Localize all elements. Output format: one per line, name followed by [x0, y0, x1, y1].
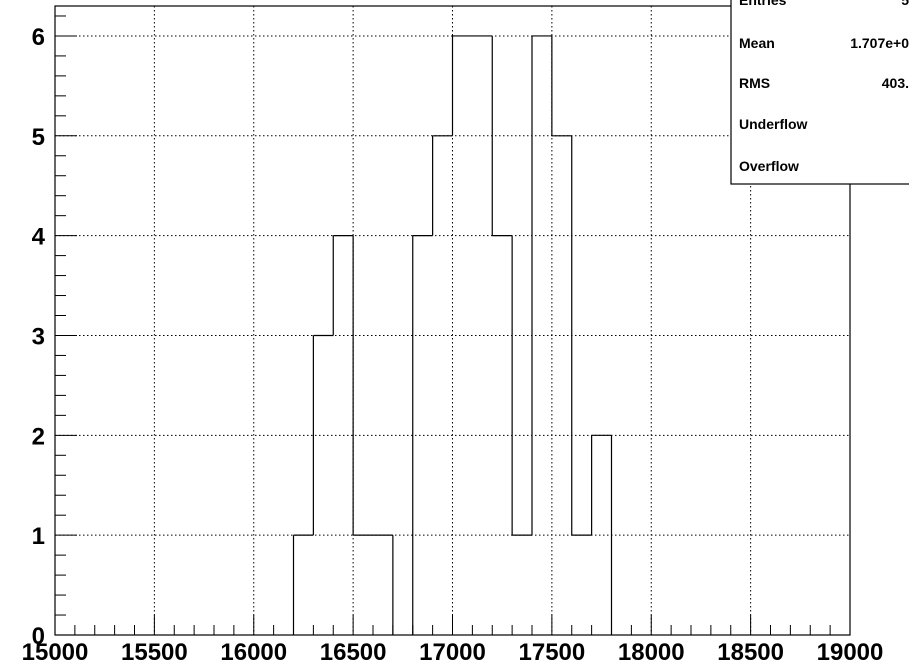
x-tick-label: 18500: [717, 639, 784, 665]
y-tick-label: 1: [32, 523, 45, 550]
x-tick-label: 15000: [22, 639, 89, 665]
x-tick-label: 19000: [817, 639, 884, 665]
stats-row-label: Mean: [739, 35, 775, 51]
stats-row-label: Entries: [739, 0, 787, 8]
y-tick-label: 6: [32, 24, 45, 51]
y-tick-label: 0: [32, 623, 45, 650]
stats-row-value: 403.: [882, 75, 909, 91]
stats-row-value: 1.707e+0: [850, 35, 909, 51]
x-tick-label: 17000: [419, 639, 486, 665]
x-tick-label: 17500: [519, 639, 586, 665]
stats-row-label: RMS: [739, 75, 770, 91]
stats-row-label: Overflow: [739, 158, 799, 174]
stats-box: [730, 0, 909, 185]
stats-row-label: Underflow: [739, 116, 808, 132]
y-tick-label: 5: [32, 124, 45, 151]
y-tick-label: 2: [32, 423, 45, 450]
x-tick-label: 15500: [121, 639, 188, 665]
y-tick-label: 3: [32, 323, 45, 350]
x-tick-label: 16000: [220, 639, 287, 665]
y-tick-label: 4: [32, 224, 46, 251]
stats-row-value: 5: [901, 0, 909, 8]
x-tick-label: 18000: [618, 639, 685, 665]
x-tick-label: 16500: [320, 639, 387, 665]
